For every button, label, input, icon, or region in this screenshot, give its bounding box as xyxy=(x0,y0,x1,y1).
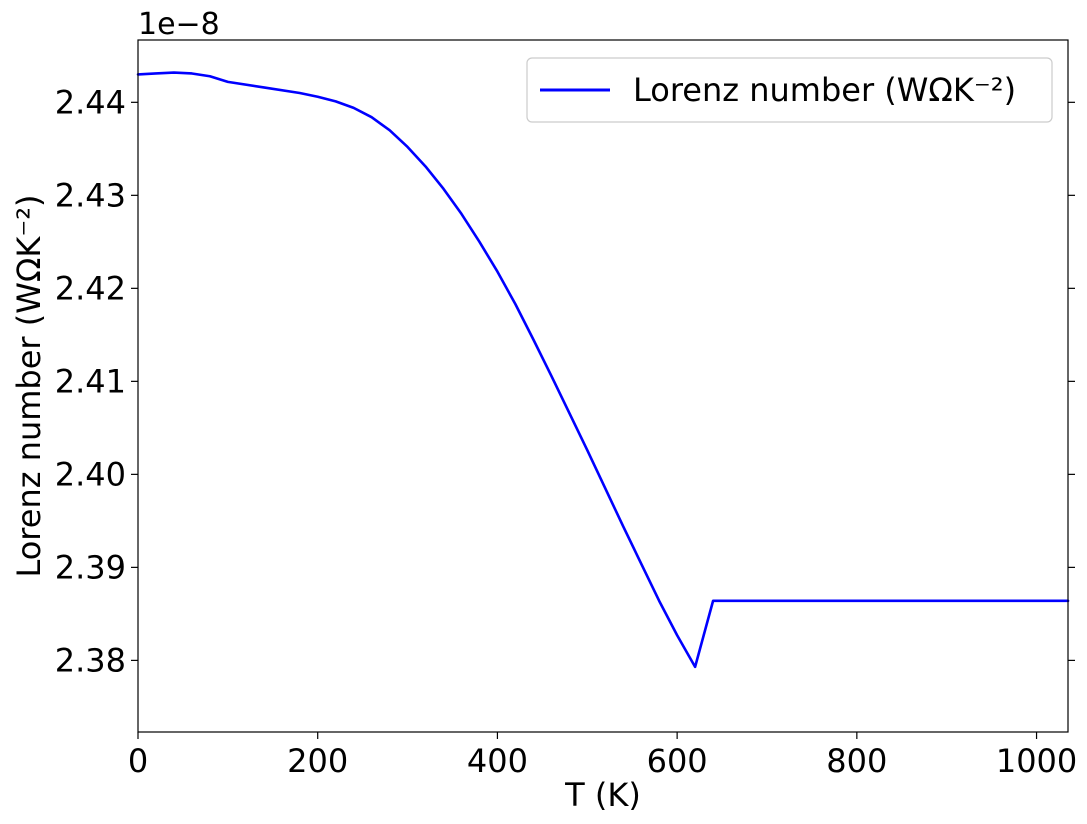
legend: Lorenz number (WΩK⁻²) xyxy=(526,57,1053,123)
series-line-0 xyxy=(136,71,1070,669)
y-tick-label: 2.43 xyxy=(55,176,126,214)
y-tick-label: 2.42 xyxy=(55,269,126,307)
x-tick-label: 800 xyxy=(826,742,887,780)
y-tick-label: 2.40 xyxy=(55,455,126,493)
y-tick-label: 2.41 xyxy=(55,362,126,400)
x-tick-label: 400 xyxy=(467,742,528,780)
y-offset-label: 1e−8 xyxy=(138,7,220,42)
x-axis-label: T (K) xyxy=(564,776,641,814)
y-tick-label: 2.39 xyxy=(55,548,126,586)
x-tick-label: 200 xyxy=(287,742,348,780)
x-tick-label: 600 xyxy=(647,742,708,780)
y-tick-label: 2.38 xyxy=(55,641,126,679)
x-tick-label: 0 xyxy=(128,742,148,780)
plot-lines xyxy=(136,71,1070,669)
y-axis-label: Lorenz number (WΩK⁻²) xyxy=(10,194,48,577)
axis-ticks: 0 200 400 600 800 1000 2.38 2.39 2.40 2.41 2.42 2.4… xyxy=(55,83,1078,780)
plot-frame xyxy=(137,39,1069,733)
y-tick-label: 2.44 xyxy=(55,83,126,121)
legend-box xyxy=(526,57,1053,123)
x-tick-label: 1000 xyxy=(996,742,1077,780)
legend-label: Lorenz number (WΩK⁻²) xyxy=(633,71,1016,109)
